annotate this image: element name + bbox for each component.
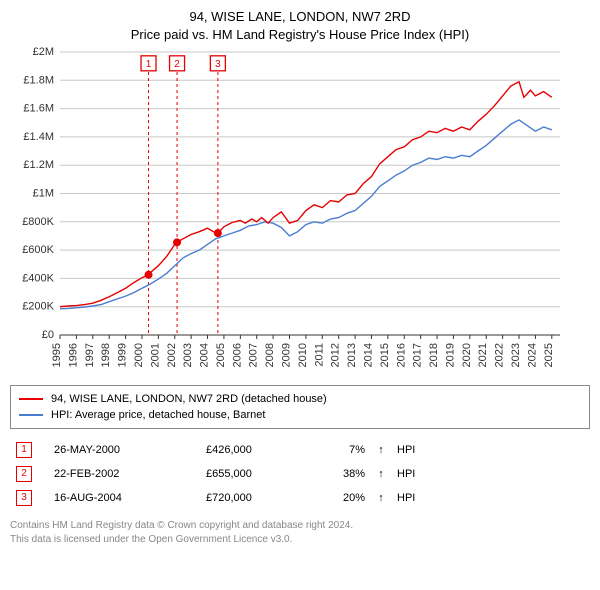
title-line-1: 94, WISE LANE, LONDON, NW7 2RD	[10, 8, 590, 26]
svg-text:2001: 2001	[149, 343, 161, 367]
transaction-pct: 7%	[314, 439, 369, 461]
chart-title: 94, WISE LANE, LONDON, NW7 2RD Price pai…	[10, 8, 590, 43]
transactions-table: 126-MAY-2000£426,0007%↑HPI222-FEB-2002£6…	[10, 437, 590, 511]
transaction-row: 3 16-AUG-2004£720,00020%↑HPI	[12, 487, 588, 509]
title-line-2: Price paid vs. HM Land Registry's House …	[10, 26, 590, 44]
up-arrow-icon: ↑	[371, 439, 391, 461]
attribution-line-2: This data is licensed under the Open Gov…	[10, 533, 590, 547]
transaction-pct: 20%	[314, 487, 369, 509]
chart-svg: £0 £200K £400K £600K £800K £1M £1.2M £1.4M £1.6M…	[10, 47, 570, 377]
transaction-badge: 2	[16, 466, 32, 482]
svg-text:2016: 2016	[395, 343, 407, 367]
svg-text:2019: 2019	[444, 343, 456, 367]
svg-text:2018: 2018	[428, 343, 440, 367]
up-arrow-icon: ↑	[371, 463, 391, 485]
transaction-vs: HPI	[393, 487, 588, 509]
svg-text:2008: 2008	[264, 343, 276, 367]
legend: 94, WISE LANE, LONDON, NW7 2RD (detached…	[10, 385, 590, 429]
transaction-price: £655,000	[202, 463, 312, 485]
transaction-date: 22-FEB-2002	[50, 463, 200, 485]
legend-swatch	[19, 414, 43, 416]
svg-text:2010: 2010	[297, 343, 309, 367]
svg-text:3: 3	[215, 59, 221, 70]
svg-text:2022: 2022	[494, 343, 506, 367]
legend-swatch	[19, 398, 43, 400]
svg-text:£200K: £200K	[22, 301, 54, 313]
svg-text:£400K: £400K	[22, 272, 54, 284]
svg-text:1997: 1997	[84, 343, 96, 367]
svg-text:2025: 2025	[543, 343, 555, 367]
svg-text:£1.2M: £1.2M	[23, 159, 54, 171]
transaction-vs: HPI	[393, 463, 588, 485]
svg-text:1995: 1995	[51, 343, 63, 367]
svg-text:2000: 2000	[133, 343, 145, 367]
attribution-line-1: Contains HM Land Registry data © Crown c…	[10, 519, 590, 533]
legend-row-hpi: HPI: Average price, detached house, Barn…	[19, 407, 581, 423]
transaction-date: 16-AUG-2004	[50, 487, 200, 509]
svg-text:2003: 2003	[182, 343, 194, 367]
svg-text:2014: 2014	[362, 343, 374, 367]
svg-text:£0: £0	[42, 329, 54, 341]
svg-text:1999: 1999	[117, 343, 129, 367]
transaction-price: £720,000	[202, 487, 312, 509]
transaction-row: 1 26-MAY-2000£426,0007%↑HPI	[12, 439, 588, 461]
svg-text:2: 2	[174, 59, 180, 70]
legend-row-property: 94, WISE LANE, LONDON, NW7 2RD (detached…	[19, 391, 581, 407]
svg-text:2017: 2017	[412, 343, 424, 367]
svg-text:1996: 1996	[67, 343, 79, 367]
price-chart: £0 £200K £400K £600K £800K £1M £1.2M £1.4M £1.6M…	[10, 47, 590, 377]
svg-text:£1.8M: £1.8M	[23, 74, 54, 86]
svg-text:£1.4M: £1.4M	[23, 131, 54, 143]
svg-text:2009: 2009	[281, 343, 293, 367]
svg-text:2012: 2012	[330, 343, 342, 367]
transaction-price: £426,000	[202, 439, 312, 461]
svg-text:2005: 2005	[215, 343, 227, 367]
svg-text:2004: 2004	[199, 343, 211, 367]
svg-text:2011: 2011	[313, 343, 325, 367]
svg-text:1998: 1998	[100, 343, 112, 367]
transaction-date: 26-MAY-2000	[50, 439, 200, 461]
svg-text:£800K: £800K	[22, 216, 54, 228]
svg-text:£2M: £2M	[33, 47, 54, 58]
svg-text:2013: 2013	[346, 343, 358, 367]
legend-label: HPI: Average price, detached house, Barn…	[51, 409, 265, 421]
svg-text:2007: 2007	[248, 343, 260, 367]
svg-text:2021: 2021	[477, 343, 489, 367]
svg-text:2020: 2020	[461, 343, 473, 367]
svg-text:£1M: £1M	[33, 188, 54, 200]
svg-text:2002: 2002	[166, 343, 178, 367]
transaction-vs: HPI	[393, 439, 588, 461]
svg-text:2015: 2015	[379, 343, 391, 367]
legend-label: 94, WISE LANE, LONDON, NW7 2RD (detached…	[51, 393, 327, 405]
transaction-badge: 1	[16, 442, 32, 458]
svg-text:£1.6M: £1.6M	[23, 103, 54, 115]
svg-text:2024: 2024	[526, 343, 538, 367]
up-arrow-icon: ↑	[371, 487, 391, 509]
svg-text:£600K: £600K	[22, 244, 54, 256]
transaction-pct: 38%	[314, 463, 369, 485]
svg-text:2006: 2006	[231, 343, 243, 367]
transaction-row: 2 22-FEB-2002£655,00038%↑HPI	[12, 463, 588, 485]
transaction-badge: 3	[16, 490, 32, 506]
attribution: Contains HM Land Registry data © Crown c…	[10, 519, 590, 546]
svg-text:2023: 2023	[510, 343, 522, 367]
svg-text:1: 1	[146, 59, 152, 70]
